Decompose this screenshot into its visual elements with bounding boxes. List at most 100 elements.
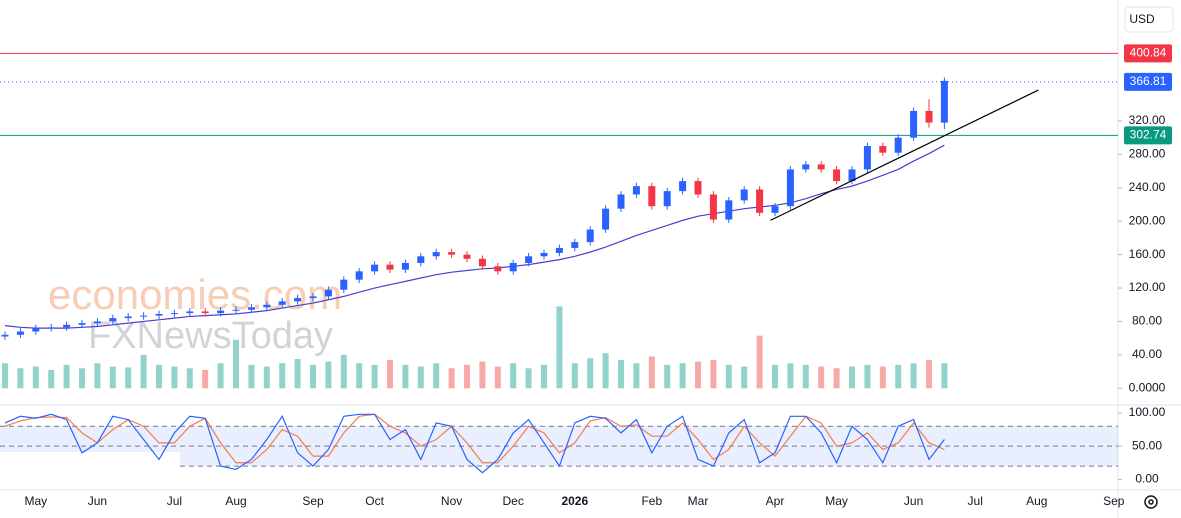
x-tick-label: Jun bbox=[88, 494, 107, 508]
candle-body bbox=[648, 186, 656, 207]
volume-bar bbox=[32, 366, 39, 389]
candle-body bbox=[155, 313, 163, 316]
x-tick-label: Apr bbox=[766, 494, 785, 508]
candle-body bbox=[525, 256, 533, 263]
x-tick-label: Mar bbox=[688, 494, 709, 508]
x-tick-label: Dec bbox=[503, 494, 524, 508]
volume-bar bbox=[186, 368, 193, 389]
volume-bar bbox=[587, 358, 594, 389]
candle-body bbox=[756, 189, 764, 213]
volume-bar bbox=[849, 366, 855, 389]
volume-bar bbox=[217, 363, 224, 389]
candle-body bbox=[309, 296, 317, 299]
x-tick-label: Jun bbox=[904, 494, 923, 508]
candle-body bbox=[417, 256, 425, 263]
candle-body bbox=[294, 298, 302, 302]
candle-body bbox=[63, 324, 71, 328]
settings-gear[interactable] bbox=[1144, 495, 1158, 509]
candle-body bbox=[201, 311, 209, 314]
volume-bar bbox=[387, 359, 393, 389]
candle-body bbox=[663, 191, 671, 207]
candle-body bbox=[78, 323, 86, 325]
candle-body bbox=[432, 252, 440, 257]
candle-body bbox=[863, 146, 871, 170]
settings-gear-center[interactable] bbox=[1148, 499, 1154, 505]
candle-body bbox=[940, 80, 948, 123]
y-tick-label: 200.00 bbox=[1129, 213, 1166, 227]
candle-body bbox=[386, 264, 394, 270]
volume-bar bbox=[233, 339, 239, 389]
volume-bar bbox=[325, 361, 332, 389]
x-tick-label: Feb bbox=[641, 494, 662, 508]
volume-bar bbox=[448, 368, 455, 389]
candle-body bbox=[1, 334, 9, 337]
volume-bar bbox=[464, 364, 470, 389]
watermark-text: economies.com bbox=[48, 271, 342, 318]
settings-icon[interactable] bbox=[1144, 495, 1158, 509]
candle-body bbox=[602, 208, 610, 230]
stoch-tick-label: 100.00 bbox=[1129, 405, 1166, 419]
candle-body bbox=[263, 304, 271, 308]
candle-body bbox=[786, 169, 794, 207]
currency-button[interactable] bbox=[1124, 6, 1174, 33]
price-level-tag bbox=[1124, 44, 1172, 63]
volume-bar bbox=[202, 369, 209, 389]
candle-body bbox=[802, 164, 810, 170]
volume-bar bbox=[417, 366, 424, 389]
candle-body bbox=[232, 309, 240, 311]
volume-bar bbox=[633, 363, 640, 389]
candle-body bbox=[170, 313, 178, 315]
volume-bar bbox=[648, 356, 655, 389]
candle-body bbox=[817, 164, 825, 170]
candle-body bbox=[47, 327, 55, 329]
price-level-tag bbox=[1124, 72, 1172, 91]
candle-body bbox=[478, 258, 486, 267]
candle-body bbox=[93, 321, 101, 324]
candle-body bbox=[401, 262, 409, 270]
volume-bar bbox=[263, 366, 270, 389]
y-tick-label: 0.0000 bbox=[1129, 380, 1166, 394]
volume-bar bbox=[371, 364, 378, 389]
candle-body bbox=[140, 315, 148, 317]
occluder bbox=[0, 452, 180, 468]
candle-body bbox=[740, 189, 748, 201]
volume-bar bbox=[556, 306, 563, 389]
currency-label[interactable]: USD bbox=[1129, 12, 1155, 26]
x-tick-label: May bbox=[825, 494, 848, 508]
candle-body bbox=[340, 279, 348, 290]
volume-bar bbox=[94, 363, 101, 389]
volume-bar bbox=[571, 363, 578, 389]
volume-bar bbox=[79, 368, 85, 389]
volume-bar bbox=[140, 354, 147, 389]
candle-body bbox=[278, 301, 286, 305]
volume-bar bbox=[310, 364, 316, 389]
stoch-tick-label: 0.00 bbox=[1135, 472, 1159, 486]
volume-bar bbox=[833, 368, 840, 389]
candle-body bbox=[540, 252, 548, 257]
volume-bar bbox=[864, 364, 871, 389]
candle-body bbox=[925, 110, 933, 123]
candle-body bbox=[509, 262, 517, 272]
candle-body bbox=[694, 181, 702, 195]
candle-body bbox=[771, 206, 779, 213]
volume-bar bbox=[356, 363, 363, 389]
candle-body bbox=[725, 200, 733, 220]
volume-bar bbox=[48, 369, 55, 389]
volume-bar bbox=[787, 363, 794, 389]
candle-body bbox=[848, 169, 856, 182]
price-level-label: 302.74 bbox=[1130, 128, 1167, 142]
candle-body bbox=[586, 229, 594, 243]
x-tick-label: Jul bbox=[167, 494, 182, 508]
volume-bar bbox=[772, 364, 778, 389]
price-level-label: 400.84 bbox=[1130, 46, 1167, 60]
candle-body bbox=[709, 194, 717, 220]
candle-body bbox=[833, 169, 841, 182]
candle-body bbox=[217, 310, 225, 314]
volume-bar bbox=[340, 354, 347, 389]
y-tick-label: 320.00 bbox=[1129, 113, 1166, 127]
candle-body bbox=[32, 328, 40, 332]
y-tick-label: 240.00 bbox=[1129, 180, 1166, 194]
volume-bar bbox=[494, 366, 501, 389]
